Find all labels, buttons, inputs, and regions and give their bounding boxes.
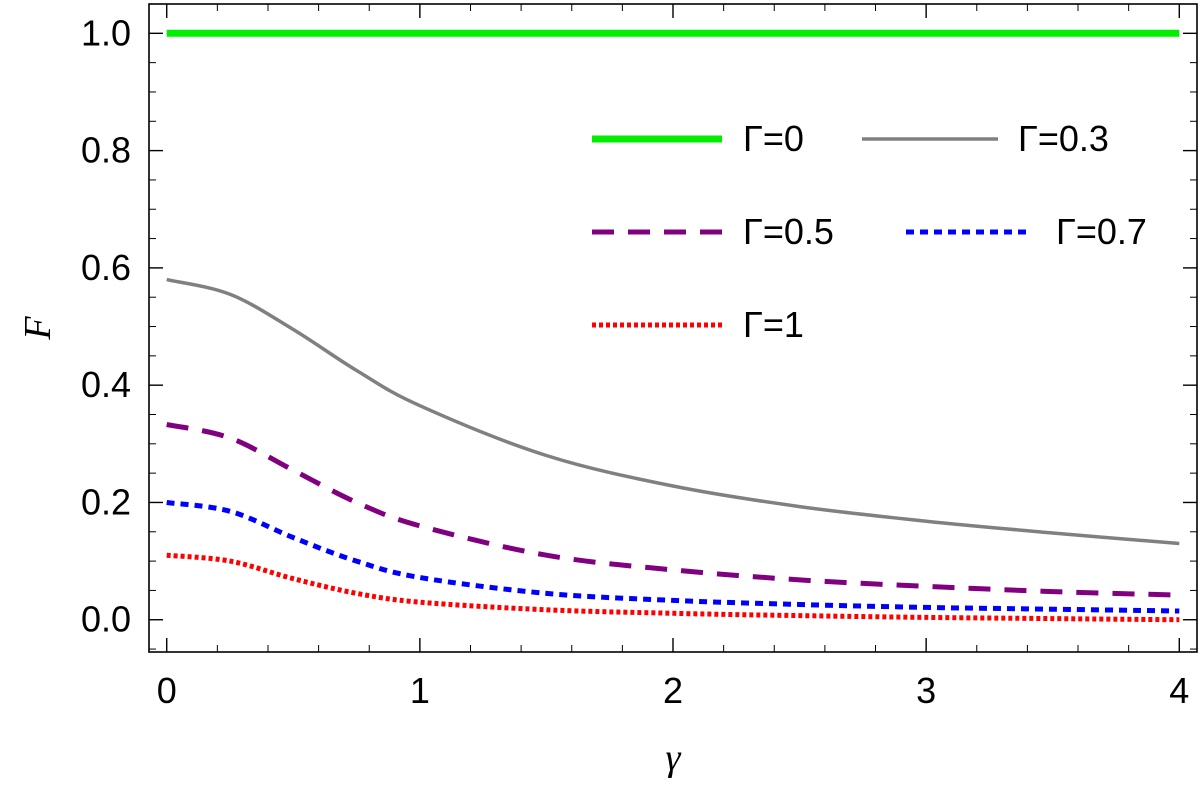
x-tick-label: 3 (916, 670, 936, 711)
x-tick-label: 0 (157, 670, 177, 711)
series-line-1 (166, 277, 1180, 546)
y-tick-label: 1.0 (81, 12, 131, 53)
x-tick-label: 1 (410, 670, 430, 711)
legend-label-1: Γ=0.3 (1018, 118, 1109, 159)
series-line-4 (166, 552, 1180, 623)
y-tick-label: 0.8 (81, 130, 131, 171)
legend-label-0: Γ=0 (743, 118, 804, 159)
legend-label-4: Γ=1 (743, 304, 804, 345)
series-line-3 (166, 500, 1180, 614)
x-tick-label: 4 (1169, 670, 1189, 711)
y-tick-label: 0.0 (81, 599, 131, 640)
plot-frame (148, 3, 1198, 653)
y-tick-label: 0.6 (81, 247, 131, 288)
y-tick-label: 0.2 (81, 481, 131, 522)
x-axis-title: γ (666, 737, 682, 779)
y-tick-label: 0.4 (81, 364, 131, 405)
series-layer (166, 29, 1180, 623)
x-tick-label: 2 (663, 670, 683, 711)
y-axis-title: F (17, 316, 59, 341)
legend-label-2: Γ=0.5 (743, 211, 834, 252)
series-line-2 (166, 422, 1180, 598)
legend: Γ=0 Γ=0.3 Γ=0.5 Γ=0.7 Γ=1 (592, 118, 1147, 345)
legend-label-3: Γ=0.7 (1056, 211, 1147, 252)
ticks-layer: 0 1 2 3 4 0.0 0.2 0.4 0.6 0.8 1.0 (81, 4, 1197, 711)
